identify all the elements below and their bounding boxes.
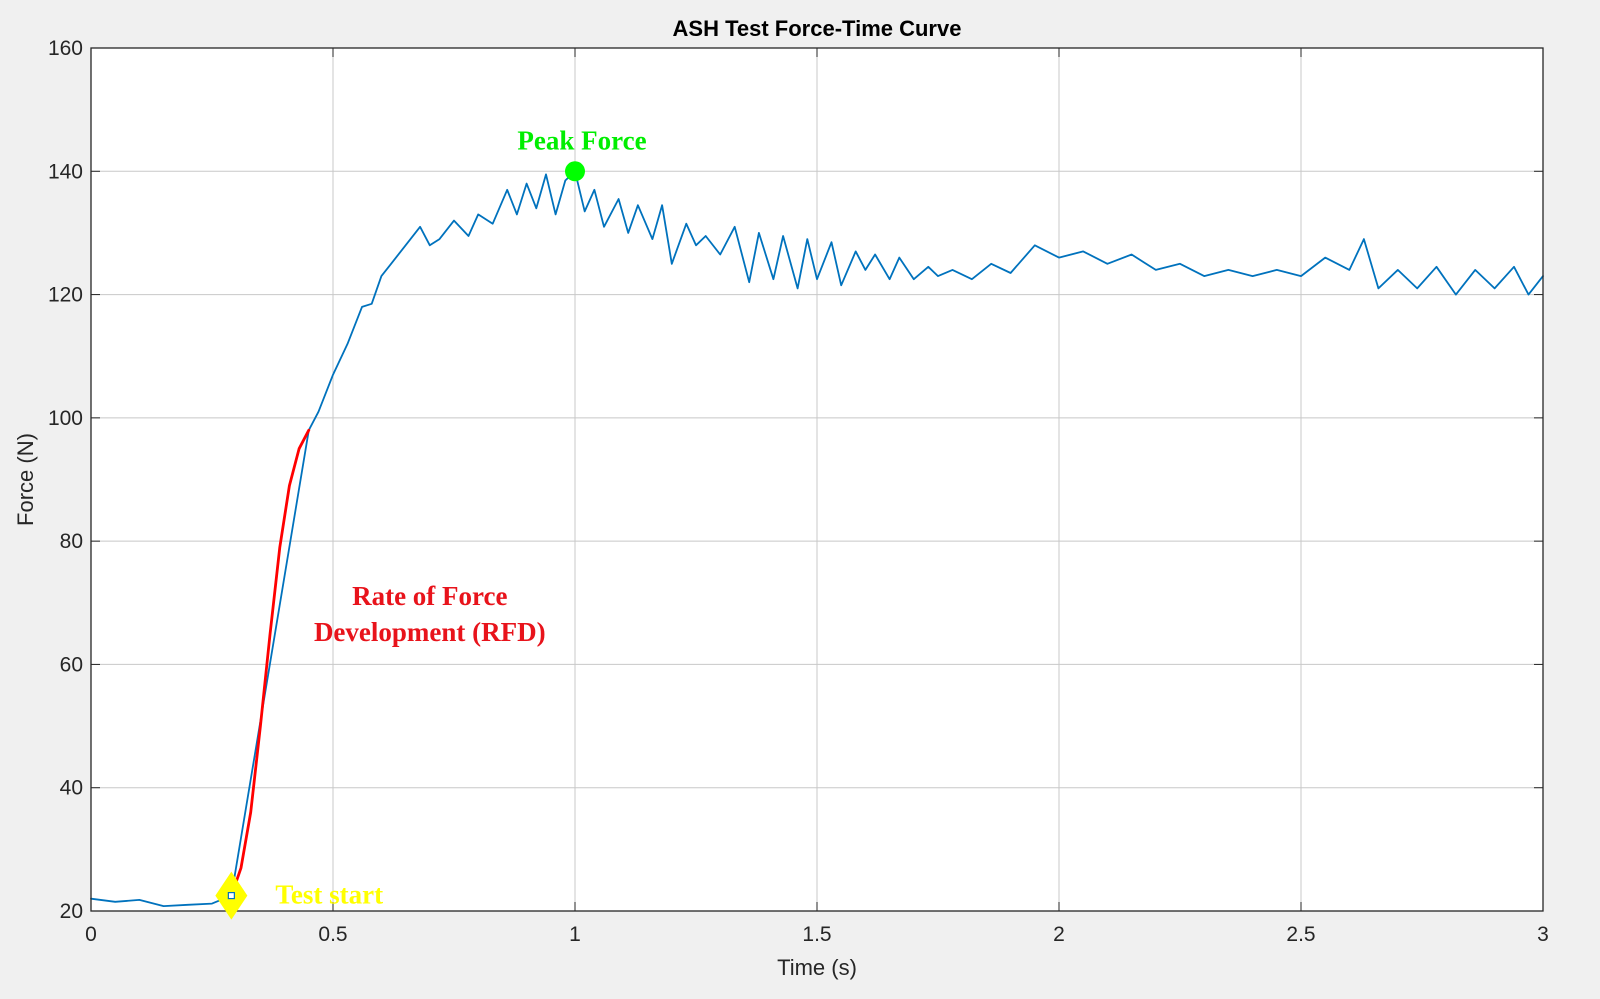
grid-lines	[91, 48, 1543, 911]
tick-marks	[90, 47, 1544, 912]
y-axis-label: Force (N)	[13, 433, 38, 526]
tick-labels: 0 0.5 1 1.5 2 2.5 3 20 40 60 80 100 120 140 160	[48, 37, 1549, 946]
rfd-label-line1: Rate of Force	[352, 581, 507, 611]
y-tick-label: 80	[60, 530, 83, 553]
x-tick-label: 3	[1537, 923, 1549, 946]
x-axis-label: Time (s)	[777, 955, 857, 980]
y-tick-label: 60	[60, 653, 83, 676]
x-tick-label: 0.5	[318, 923, 347, 946]
x-tick-label: 2	[1053, 923, 1065, 946]
chart-title: ASH Test Force-Time Curve	[673, 16, 962, 41]
y-tick-label: 100	[48, 407, 83, 430]
force-series-line	[90, 170, 1544, 907]
series-layer	[90, 170, 1544, 907]
x-tick-label: 2.5	[1286, 923, 1315, 946]
peak-force-label: Peak Force	[517, 125, 646, 155]
x-tick-label: 0	[85, 923, 97, 946]
x-tick-label: 1	[569, 923, 581, 946]
y-tick-label: 20	[60, 900, 83, 923]
markers	[215, 161, 585, 920]
test-start-label: Test start	[275, 880, 383, 910]
y-tick-label: 120	[48, 284, 83, 307]
x-tick-label: 1.5	[802, 923, 831, 946]
peak-force-marker	[565, 161, 585, 182]
rfd-series-line	[230, 428, 311, 897]
y-tick-label: 140	[48, 160, 83, 183]
test-start-data-point	[227, 891, 235, 900]
rfd-label-line2: Development (RFD)	[314, 617, 546, 647]
y-tick-label: 160	[48, 37, 83, 60]
y-tick-label: 40	[60, 777, 83, 800]
